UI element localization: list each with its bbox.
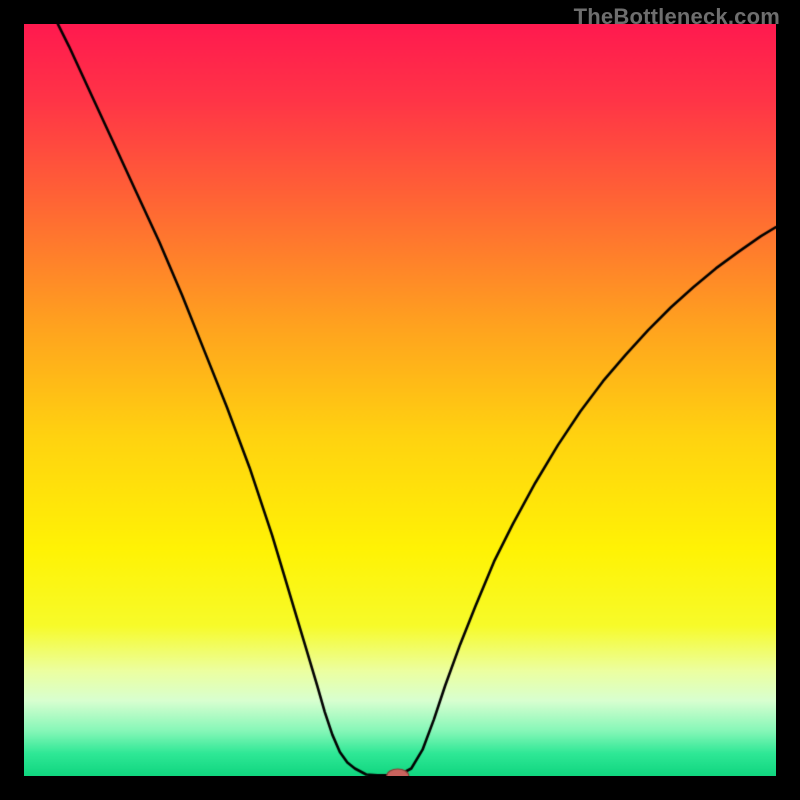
plot-area [24, 24, 776, 776]
watermark-text: TheBottleneck.com [574, 4, 780, 30]
curve-layer [24, 24, 776, 776]
chart-frame: TheBottleneck.com [0, 0, 800, 800]
